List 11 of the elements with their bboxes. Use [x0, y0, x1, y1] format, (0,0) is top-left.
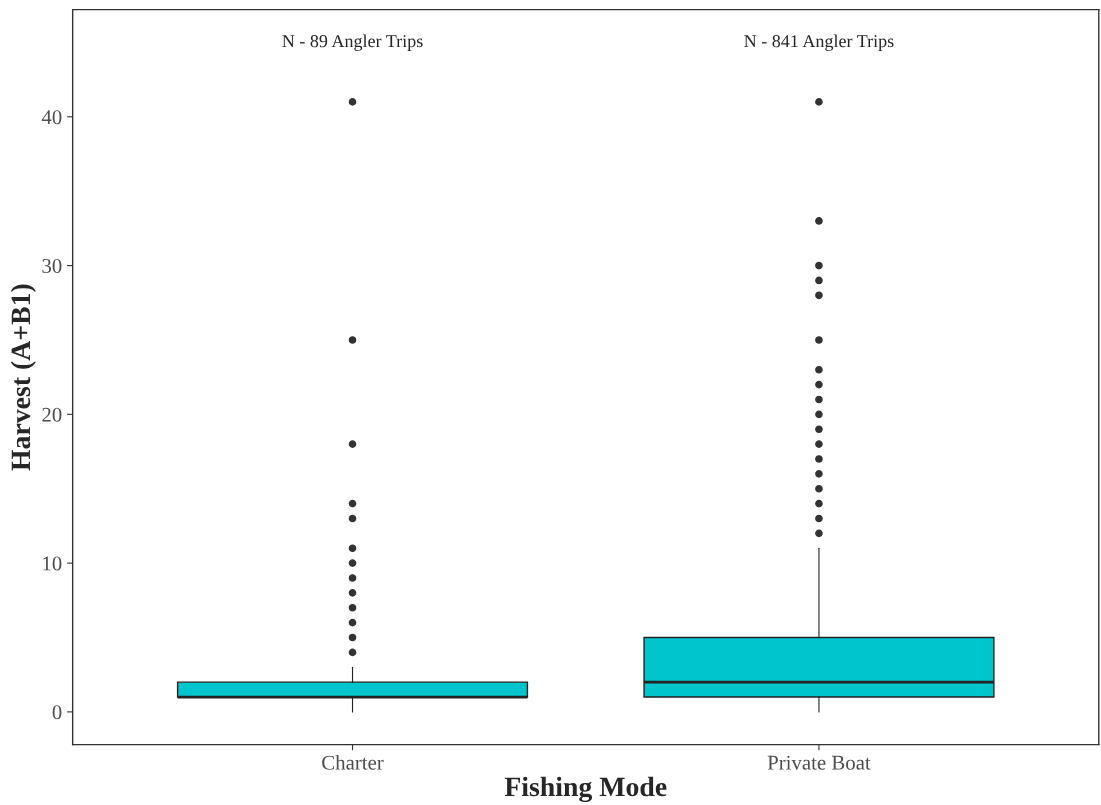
y-tick-label: 10: [43, 556, 62, 571]
annotation: N - 841 Angler Trips: [744, 34, 894, 51]
y-tick-label: 0: [52, 705, 62, 720]
y-axis-title: Harvest (A+B1): [10, 284, 36, 471]
x-axis-title: Fishing Mode: [504, 776, 667, 803]
y-tick-label: 30: [42, 258, 62, 273]
annotation: N - 89 Angler Trips: [282, 34, 423, 51]
x-tick-label: Private Boat: [767, 755, 871, 770]
x-tick-label: Charter: [322, 755, 384, 770]
y-tick-label: 40: [41, 110, 62, 125]
y-tick-label: 20: [42, 407, 62, 422]
